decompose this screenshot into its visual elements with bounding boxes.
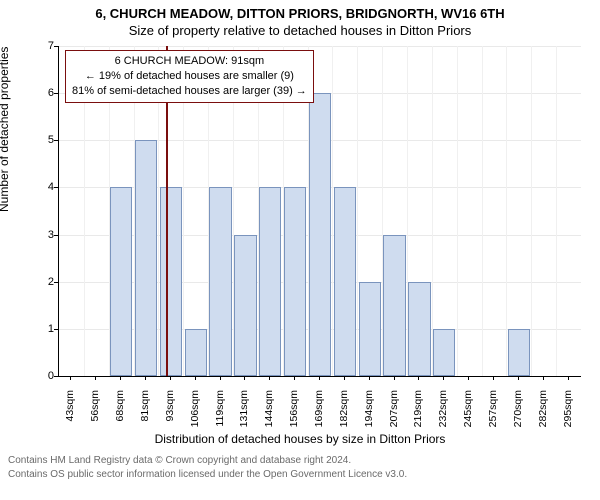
x-tick-mark	[468, 376, 469, 380]
y-tick-label: 3	[36, 229, 54, 241]
x-tick-label: 194sqm	[363, 390, 375, 450]
x-tick-label: 257sqm	[487, 390, 499, 450]
y-tick-mark	[54, 376, 58, 377]
x-tick-mark	[294, 376, 295, 380]
x-tick-mark	[195, 376, 196, 380]
y-tick-label: 6	[36, 87, 54, 99]
x-tick-label: 144sqm	[263, 390, 275, 450]
x-tick-mark	[95, 376, 96, 380]
x-tick-mark	[543, 376, 544, 380]
x-tick-mark	[394, 376, 395, 380]
y-tick-mark	[54, 329, 58, 330]
x-tick-mark	[568, 376, 569, 380]
gridline-h	[59, 46, 581, 47]
gridline-v	[482, 46, 483, 376]
callout-line: 6 CHURCH MEADOW: 91sqm	[72, 54, 307, 69]
y-tick-mark	[54, 282, 58, 283]
histogram-bar	[408, 282, 430, 376]
y-tick-label: 0	[36, 370, 54, 382]
x-tick-mark	[170, 376, 171, 380]
histogram-bar	[110, 187, 132, 376]
chart-address-title: 6, CHURCH MEADOW, DITTON PRIORS, BRIDGNO…	[0, 0, 600, 21]
x-tick-label: 156sqm	[288, 390, 300, 450]
histogram-bar	[160, 187, 182, 376]
y-tick-mark	[54, 140, 58, 141]
x-tick-label: 207sqm	[388, 390, 400, 450]
y-tick-label: 7	[36, 40, 54, 52]
x-tick-mark	[493, 376, 494, 380]
footer-line-2: Contains OS public sector information li…	[8, 468, 600, 482]
callout-box: 6 CHURCH MEADOW: 91sqm← 19% of detached …	[65, 50, 314, 103]
x-tick-label: 119sqm	[214, 390, 226, 450]
x-tick-label: 106sqm	[189, 390, 201, 450]
gridline-v	[556, 46, 557, 376]
x-tick-mark	[319, 376, 320, 380]
chart-subtitle: Size of property relative to detached ho…	[0, 21, 600, 42]
histogram-bar	[383, 235, 405, 376]
x-tick-label: 245sqm	[462, 390, 474, 450]
x-tick-mark	[344, 376, 345, 380]
y-tick-mark	[54, 46, 58, 47]
y-tick-mark	[54, 187, 58, 188]
callout-line: ← 19% of detached houses are smaller (9)	[72, 69, 307, 84]
callout-line: 81% of semi-detached houses are larger (…	[72, 84, 307, 99]
x-tick-label: 68sqm	[114, 390, 126, 450]
x-tick-label: 131sqm	[238, 390, 250, 450]
y-tick-label: 1	[36, 323, 54, 335]
x-tick-label: 169sqm	[313, 390, 325, 450]
x-tick-label: 43sqm	[64, 390, 76, 450]
attribution-footer: Contains HM Land Registry data © Crown c…	[0, 452, 600, 481]
x-tick-mark	[70, 376, 71, 380]
chart-area: Number of detached properties 6 CHURCH M…	[0, 42, 600, 452]
x-tick-mark	[120, 376, 121, 380]
histogram-bar	[234, 235, 256, 376]
histogram-bar	[209, 187, 231, 376]
x-tick-label: 270sqm	[512, 390, 524, 450]
histogram-bar	[185, 329, 207, 376]
y-tick-label: 2	[36, 276, 54, 288]
x-tick-label: 295sqm	[562, 390, 574, 450]
x-tick-mark	[244, 376, 245, 380]
y-tick-label: 4	[36, 181, 54, 193]
gridline-v	[432, 46, 433, 376]
x-tick-label: 182sqm	[338, 390, 350, 450]
x-tick-mark	[418, 376, 419, 380]
x-tick-label: 219sqm	[412, 390, 424, 450]
x-tick-label: 93sqm	[164, 390, 176, 450]
histogram-bar	[284, 187, 306, 376]
x-tick-label: 81sqm	[139, 390, 151, 450]
histogram-bar	[433, 329, 455, 376]
x-tick-mark	[145, 376, 146, 380]
y-tick-mark	[54, 235, 58, 236]
x-tick-mark	[220, 376, 221, 380]
y-axis-label: Number of detached properties	[0, 47, 11, 212]
histogram-bar	[508, 329, 530, 376]
gridline-v	[531, 46, 532, 376]
x-tick-mark	[269, 376, 270, 380]
x-tick-label: 282sqm	[537, 390, 549, 450]
x-tick-label: 232sqm	[437, 390, 449, 450]
y-tick-label: 5	[36, 134, 54, 146]
footer-line-1: Contains HM Land Registry data © Crown c…	[8, 454, 600, 468]
x-tick-mark	[443, 376, 444, 380]
histogram-bar	[334, 187, 356, 376]
histogram-bar	[359, 282, 381, 376]
plot-region: 6 CHURCH MEADOW: 91sqm← 19% of detached …	[58, 46, 581, 377]
histogram-bar	[135, 140, 157, 376]
x-tick-mark	[369, 376, 370, 380]
x-tick-mark	[518, 376, 519, 380]
y-tick-mark	[54, 93, 58, 94]
histogram-bar	[259, 187, 281, 376]
x-tick-label: 56sqm	[89, 390, 101, 450]
gridline-v	[457, 46, 458, 376]
gridline-v	[506, 46, 507, 376]
histogram-bar	[309, 93, 331, 376]
